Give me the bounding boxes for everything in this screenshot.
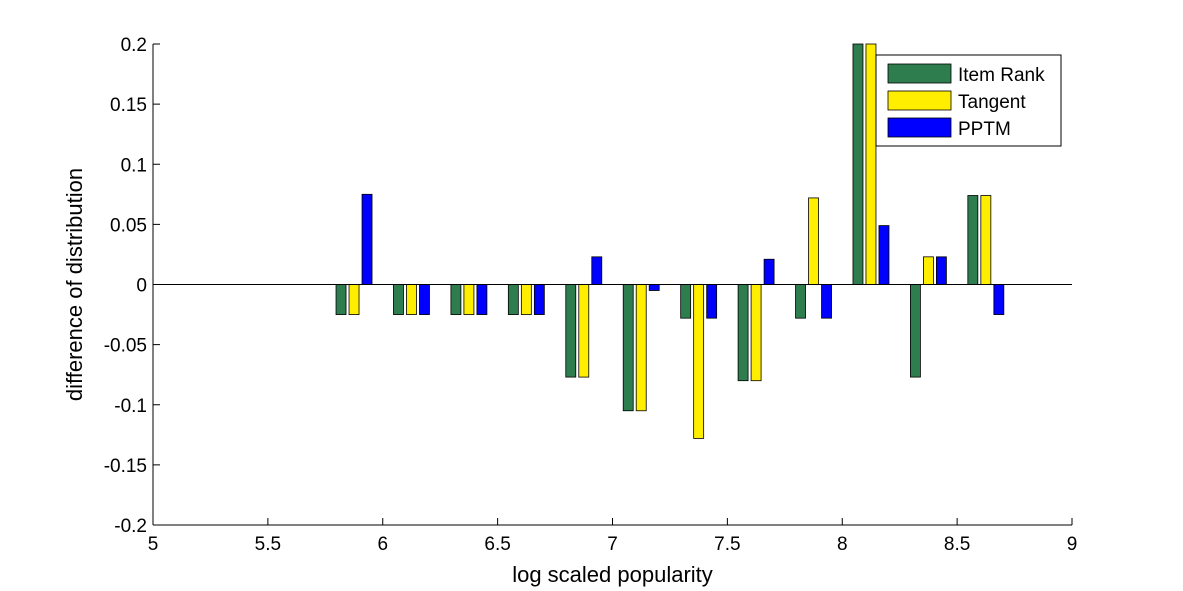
bar-tangent (750, 284, 762, 382)
bar-pptm (821, 284, 832, 319)
bar-tangent (463, 284, 475, 315)
bar-pptm (533, 284, 545, 315)
legend-swatch-tangent (887, 90, 952, 111)
bar-pptm (361, 193, 373, 285)
x-tick-label: 6 (377, 534, 388, 555)
x-tick-label: 8.5 (944, 534, 970, 555)
bar-tangent (693, 284, 705, 439)
bar-item-rank (737, 284, 749, 382)
x-axis-title: log scaled popularity (512, 562, 713, 587)
bar-tangent (635, 284, 647, 412)
bar-pptm (936, 256, 947, 285)
bar-pptm (476, 284, 488, 315)
bar-tangent (348, 284, 360, 315)
y-tick-label: -0.1 (114, 396, 147, 417)
legend-label-tangent: Tangent (958, 92, 1026, 113)
bar-pptm (993, 284, 1005, 315)
y-tick-label: 0.1 (121, 155, 147, 176)
y-tick-label: -0.15 (104, 456, 147, 477)
bar-item-rank (910, 284, 921, 378)
bar-pptm (706, 284, 718, 319)
bar-tangent (520, 284, 532, 315)
x-tick-label: 8 (837, 534, 848, 555)
x-tick-label: 5.5 (255, 534, 281, 555)
bar-pptm (419, 284, 430, 315)
bar-tangent (578, 284, 590, 378)
bar-pptm (591, 256, 603, 285)
y-tick-label: 0.05 (110, 215, 147, 236)
bar-pptm (763, 258, 775, 285)
x-tick-label: 9 (1067, 534, 1078, 555)
legend-swatch-pptm (887, 117, 952, 138)
y-tick-label: 0 (136, 276, 147, 297)
bar-tangent (865, 43, 877, 285)
bar-tangent (808, 197, 819, 285)
y-tick-label: -0.2 (114, 516, 147, 537)
legend: Item Rank Tangent PPTM (875, 54, 1062, 147)
y-axis-title: difference of distribution (62, 168, 87, 401)
bar-item-rank (622, 284, 634, 412)
x-tick-label: 5 (148, 534, 159, 555)
bar-item-rank (680, 284, 692, 319)
bar-item-rank (335, 284, 347, 315)
bar-item-rank (393, 284, 404, 315)
bar-pptm (648, 284, 660, 291)
legend-label-item-rank: Item Rank (958, 65, 1045, 86)
y-tick-label: -0.05 (104, 336, 147, 357)
y-tick-label: 0.15 (110, 95, 147, 116)
legend-label-pptm: PPTM (958, 119, 1011, 140)
x-tick-label: 7 (607, 534, 618, 555)
legend-swatch-item-rank (887, 63, 952, 84)
bar-item-rank (795, 284, 806, 319)
bar-tangent (980, 195, 992, 285)
bar-item-rank (967, 195, 979, 285)
x-tick-label: 6.5 (484, 534, 510, 555)
axes-group: 5 5.5 6 6.5 7 7.5 8 8.5 9 -0.2 -0.15 -0.1 -0.05 0 0.05… (104, 35, 1078, 555)
bar-tangent (923, 256, 934, 285)
bar-item-rank (852, 43, 864, 285)
bar-item-rank (565, 284, 577, 378)
x-tick-label: 7.5 (714, 534, 740, 555)
bar-item-rank (507, 284, 519, 315)
y-tick-label: 0.2 (121, 35, 147, 56)
bar-pptm (878, 225, 890, 285)
bar-item-rank (450, 284, 462, 315)
bar-tangent (406, 284, 417, 315)
